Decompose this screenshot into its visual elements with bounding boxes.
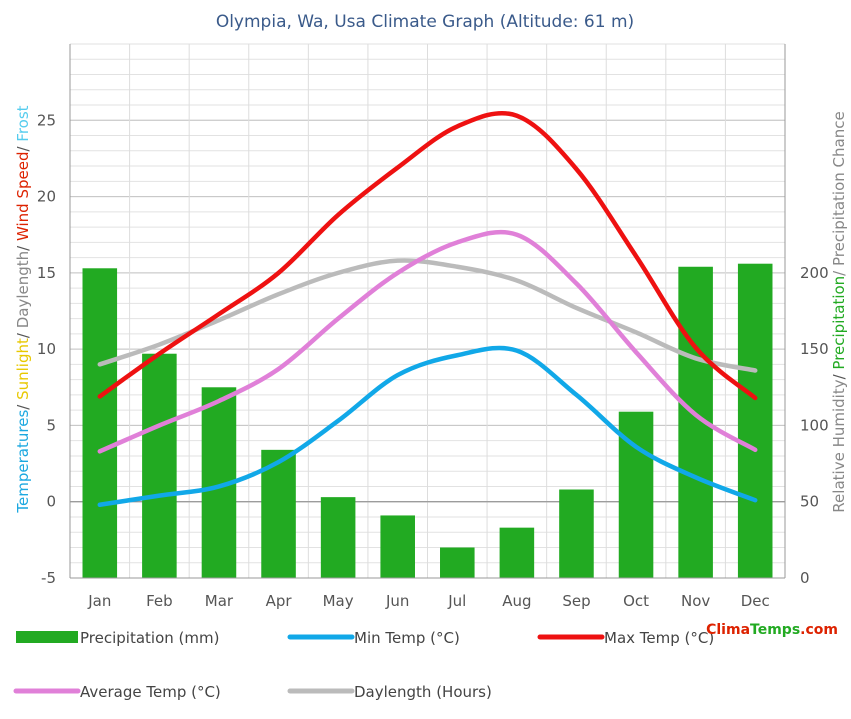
daylength-hours-line — [97, 258, 758, 373]
precipitation-bar-dec — [737, 263, 773, 578]
legend-label: Precipitation (mm) — [80, 629, 219, 647]
y-left-tick-label: 25 — [37, 111, 56, 129]
y-left-tick-label: 20 — [37, 188, 56, 206]
y-left-tick-label: 15 — [37, 264, 56, 282]
grid — [69, 43, 786, 579]
x-tick-label: Aug — [502, 592, 531, 610]
brand-part: Clima — [706, 622, 750, 638]
axis-label-part: / — [14, 328, 32, 338]
min-temp-c-line — [97, 345, 758, 508]
series-lines — [97, 110, 758, 508]
average-temp-c-line — [97, 229, 758, 454]
y-right-tick-label: 100 — [800, 416, 829, 434]
y-right-tick-label: 50 — [800, 493, 819, 511]
legend-label: Max Temp (°C) — [604, 629, 714, 647]
x-tick-label: Oct — [623, 592, 649, 610]
axis-label-part: Relative Humidity — [830, 379, 848, 512]
y-left-tick-label: 10 — [37, 340, 56, 358]
precipitation-bar-aug — [499, 527, 535, 578]
legend-label: Average Temp (°C) — [80, 683, 221, 701]
axis-label-part: Frost — [14, 105, 32, 141]
brand-part: .com — [800, 622, 838, 638]
precipitation-bar-feb — [142, 353, 177, 578]
axis-label-part: Precipitation — [830, 276, 848, 370]
y-right-tick-label: 0 — [800, 569, 810, 587]
chart-title: Olympia, Wa, Usa Climate Graph (Altitude… — [216, 12, 634, 32]
axis-label-part: Daylength — [14, 251, 32, 328]
precipitation-bar-jan — [82, 268, 118, 578]
y-left-tick-label: 0 — [46, 493, 56, 511]
x-tick-label: Mar — [205, 592, 234, 610]
x-tick-label: Sep — [562, 592, 590, 610]
axis-label-part: Sunlight — [14, 338, 32, 400]
precipitation-bar-jul — [440, 547, 475, 578]
x-tick-label: Jul — [447, 592, 466, 610]
precipitation-bar-may — [320, 497, 356, 578]
legend-label: Daylength (Hours) — [354, 683, 492, 701]
axis-label-part: / — [14, 241, 32, 251]
y-axis-right-label: Relative Humidity/ Precipitation/ Precip… — [830, 111, 848, 512]
axis-label-part: / — [14, 400, 32, 410]
x-tick-label: Dec — [741, 592, 770, 610]
x-tick-label: Feb — [146, 592, 173, 610]
legend: Precipitation (mm) Min Temp (°C) Max Temp … — [13, 629, 714, 701]
brand-logo[interactable]: ClimaTemps.com — [706, 622, 838, 638]
tick-labels: -5 0 5 10 15 20 25 0 50 100 150 200 Jan Feb Mar Apr May J… — [37, 111, 829, 610]
x-tick-label: Jun — [385, 592, 409, 610]
precipitation-bar-sep — [559, 489, 594, 578]
axis-label-part: / — [830, 370, 848, 380]
axis-label-part: / Precipitation Chance — [830, 111, 848, 276]
x-tick-label: Nov — [681, 592, 710, 610]
max-temp-c-line — [97, 110, 758, 401]
y-left-tick-label: 5 — [46, 416, 56, 434]
axes — [69, 44, 786, 579]
precipitation-bar-jun — [380, 515, 415, 578]
axis-label-part: Temperatures — [14, 410, 32, 514]
brand-part: Temps — [750, 622, 800, 638]
y-right-tick-label: 150 — [800, 340, 829, 358]
x-tick-label: Apr — [266, 592, 293, 610]
axis-label-part: / — [14, 142, 32, 152]
x-tick-label: May — [323, 592, 354, 610]
precipitation-bars — [82, 263, 773, 578]
legend-swatch — [16, 631, 78, 643]
y-left-tick-label: -5 — [41, 569, 56, 587]
legend-label: Min Temp (°C) — [354, 629, 460, 647]
precipitation-bar-apr — [261, 449, 296, 578]
axis-label-part: Wind Speed — [14, 152, 32, 242]
y-axis-left-label: Temperatures/ Sunlight/ Daylength/ Wind … — [14, 105, 32, 513]
x-tick-label: Jan — [87, 592, 111, 610]
y-right-tick-label: 200 — [800, 264, 829, 282]
